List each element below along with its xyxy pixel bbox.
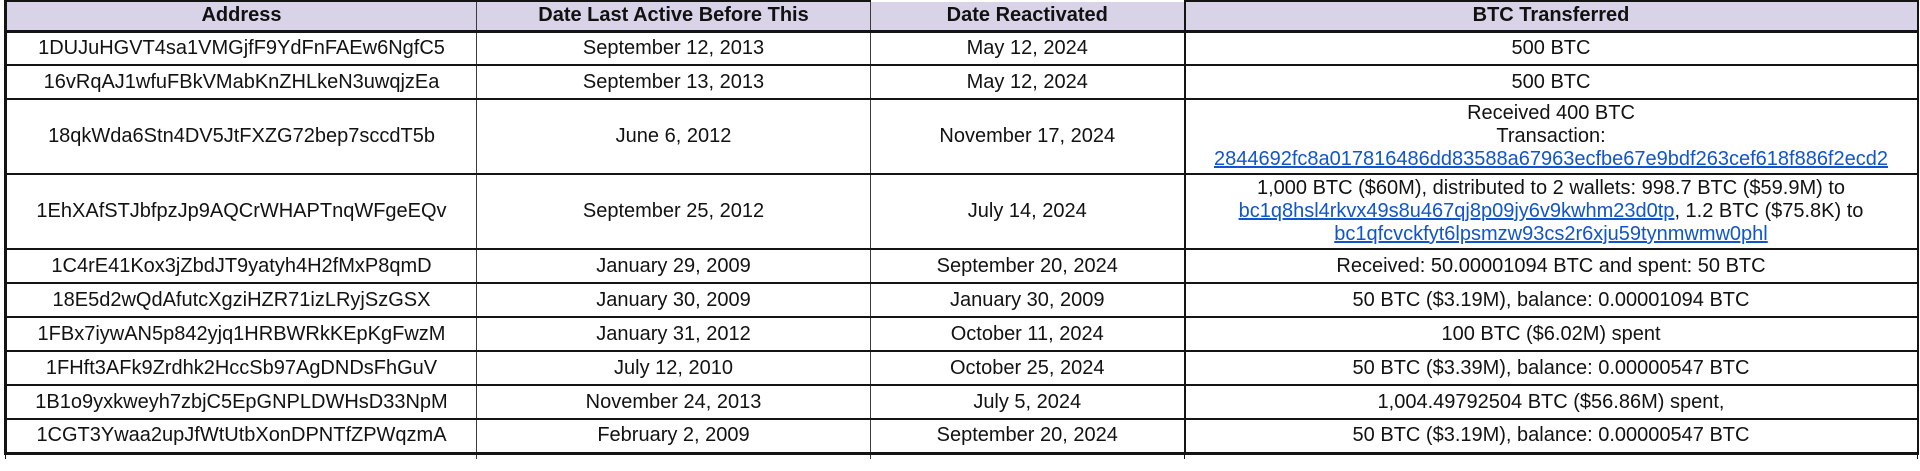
address-cell: 1CGT3Ywaa2upJfWtUtbXonDPNTfZPWqzmA xyxy=(4,419,477,455)
table-row: 1CGT3Ywaa2upJfWtUtbXonDPNTfZPWqzmA Febru… xyxy=(4,419,1919,455)
date-reactivated-cell: July 14, 2024 xyxy=(870,174,1186,250)
btc-transferred-text: 500 BTC xyxy=(1511,70,1591,93)
date-reactivated-cell: May 12, 2024 xyxy=(870,31,1186,66)
btc-transferred-cell: 500 BTC xyxy=(1184,65,1919,100)
date-last-active-cell: June 6, 2012 xyxy=(476,99,871,175)
table-row: 1FBx7iywAN5p842yjq1HRBWRkKEpKgFwzM Janua… xyxy=(4,317,1919,352)
column-header-date-reactivated: Date Reactivated xyxy=(870,0,1186,33)
btc-transferred-cell: Received 400 BTC Transaction: 2844692fc8a0… xyxy=(1184,99,1919,175)
partial-cell xyxy=(1184,453,1918,459)
btc-transferred-cell: 100 BTC ($6.02M) spent xyxy=(1184,317,1919,352)
date-last-active-cell: February 2, 2009 xyxy=(476,419,871,455)
table-row: 1FHft3AFk9Zrdhk2HccSb97AgDNDsFhGuV July … xyxy=(4,351,1919,386)
address-cell: 1EhXAfSTJbfpzJp9AQCrWHAPTnqWFgeEQv xyxy=(4,174,477,250)
address-cell: 1DUJuHGVT4sa1VMGjfF9YdFnFAEw6NgfC5 xyxy=(4,31,477,66)
date-reactivated-cell: October 25, 2024 xyxy=(870,351,1186,386)
wallet-address-link-2[interactable]: bc1qfcvckfyt6lpsmzw93cs2r6xju59tynmwmw0p… xyxy=(1334,223,1768,245)
partial-cell xyxy=(5,453,477,459)
date-reactivated-cell: September 20, 2024 xyxy=(870,419,1186,455)
table-row: 18E5d2wQdAfutcXgziHZR71izLRyjSzGSX Janua… xyxy=(4,283,1919,318)
date-reactivated-cell: January 30, 2009 xyxy=(870,283,1186,318)
partial-cell xyxy=(476,453,871,459)
address-cell: 1C4rE41Kox3jZbdJT9yatyh4H2fMxP8qmD xyxy=(4,249,477,284)
header-row: Address Date Last Active Before This Dat… xyxy=(4,0,1919,33)
date-reactivated-cell: October 11, 2024 xyxy=(870,317,1186,352)
btc-transferred-cell: 50 BTC ($3.19M), balance: 0.00000547 BTC xyxy=(1184,419,1919,455)
address-cell: 1B1o9yxkweyh7zbjC5EpGNPLDWHsD33NpM xyxy=(4,385,477,420)
table-row: 1DUJuHGVT4sa1VMGjfF9YdFnFAEw6NgfC5 Septe… xyxy=(4,31,1919,66)
wallet-address-link-1[interactable]: bc1q8hsl4rkvx49s8u467qj8p09jy6v9kwhm23d0… xyxy=(1238,200,1675,222)
btc-transferred-text: 100 BTC ($6.02M) spent xyxy=(1441,322,1661,345)
partial-next-row xyxy=(5,453,1918,459)
address-cell: 18E5d2wQdAfutcXgziHZR71izLRyjSzGSX xyxy=(4,283,477,318)
address-cell: 1FHft3AFk9Zrdhk2HccSb97AgDNDsFhGuV xyxy=(4,351,477,386)
address-cell: 16vRqAJ1wfuFBkVMabKnZHLkeN3uwqjzEa xyxy=(4,65,477,100)
reactivated-addresses-table: Address Date Last Active Before This Dat… xyxy=(4,0,1919,459)
address-cell: 18qkWda6Stn4DV5JtFXZG72bep7sccdT5b xyxy=(4,99,477,175)
btc-transferred-text: Received 400 BTC xyxy=(1467,102,1635,124)
btc-transferred-text: , 1.2 BTC ($75.8K) to xyxy=(1674,200,1864,222)
btc-transferred-text: 50 BTC ($3.19M), balance: 0.00001094 BTC xyxy=(1352,288,1750,311)
btc-transferred-text: 500 BTC xyxy=(1511,36,1591,59)
date-reactivated-cell: May 12, 2024 xyxy=(870,65,1186,100)
table-body: 1DUJuHGVT4sa1VMGjfF9YdFnFAEw6NgfC5 Septe… xyxy=(4,31,1919,455)
date-last-active-cell: January 31, 2012 xyxy=(476,317,871,352)
btc-transferred-text: 1,004.49792504 BTC ($56.86M) spent, xyxy=(1377,390,1725,413)
date-last-active-cell: September 13, 2013 xyxy=(476,65,871,100)
address-cell: 1FBx7iywAN5p842yjq1HRBWRkKEpKgFwzM xyxy=(4,317,477,352)
btc-transferred-cell: 500 BTC xyxy=(1184,31,1919,66)
date-last-active-cell: January 30, 2009 xyxy=(476,283,871,318)
partial-row xyxy=(5,453,1918,459)
table-row: 1C4rE41Kox3jZbdJT9yatyh4H2fMxP8qmD Janua… xyxy=(4,249,1919,284)
table-row: 1B1o9yxkweyh7zbjC5EpGNPLDWHsD33NpM Novem… xyxy=(4,385,1919,420)
column-header-btc-transferred: BTC Transferred xyxy=(1184,0,1919,33)
column-header-address: Address xyxy=(4,0,477,33)
date-reactivated-cell: September 20, 2024 xyxy=(870,249,1186,284)
btc-transferred-text: 50 BTC ($3.39M), balance: 0.00000547 BTC xyxy=(1352,356,1750,379)
btc-transferred-cell: Received: 50.00001094 BTC and spent: 50 … xyxy=(1184,249,1919,284)
transaction-hash-link[interactable]: 2844692fc8a017816486dd83588a67963ecfbe67… xyxy=(1214,148,1888,170)
table-header: Address Date Last Active Before This Dat… xyxy=(4,0,1919,33)
btc-transferred-cell: 50 BTC ($3.39M), balance: 0.00000547 BTC xyxy=(1184,351,1919,386)
date-reactivated-cell: November 17, 2024 xyxy=(870,99,1186,175)
btc-transferred-cell: 1,004.49792504 BTC ($56.86M) spent, xyxy=(1184,385,1919,420)
table-row: 16vRqAJ1wfuFBkVMabKnZHLkeN3uwqjzEa Septe… xyxy=(4,65,1919,100)
partial-cell xyxy=(870,453,1185,459)
btc-transferred-text: Received: 50.00001094 BTC and spent: 50 … xyxy=(1336,254,1766,277)
btc-transferred-cell: 1,000 BTC ($60M), distributed to 2 walle… xyxy=(1184,174,1919,250)
table-row: 18qkWda6Stn4DV5JtFXZG72bep7sccdT5b June … xyxy=(4,99,1919,175)
table-row: 1EhXAfSTJbfpzJp9AQCrWHAPTnqWFgeEQv Septe… xyxy=(4,174,1919,250)
column-header-date-last-active: Date Last Active Before This xyxy=(476,0,871,33)
btc-transferred-text: Transaction: xyxy=(1496,125,1606,147)
btc-transferred-cell: 50 BTC ($3.19M), balance: 0.00001094 BTC xyxy=(1184,283,1919,318)
date-last-active-cell: January 29, 2009 xyxy=(476,249,871,284)
date-last-active-cell: September 25, 2012 xyxy=(476,174,871,250)
date-last-active-cell: July 12, 2010 xyxy=(476,351,871,386)
date-reactivated-cell: July 5, 2024 xyxy=(870,385,1186,420)
btc-transferred-text: 50 BTC ($3.19M), balance: 0.00000547 BTC xyxy=(1352,424,1750,447)
date-last-active-cell: November 24, 2013 xyxy=(476,385,871,420)
btc-transferred-text: 1,000 BTC ($60M), distributed to 2 walle… xyxy=(1256,177,1846,199)
date-last-active-cell: September 12, 2013 xyxy=(476,31,871,66)
